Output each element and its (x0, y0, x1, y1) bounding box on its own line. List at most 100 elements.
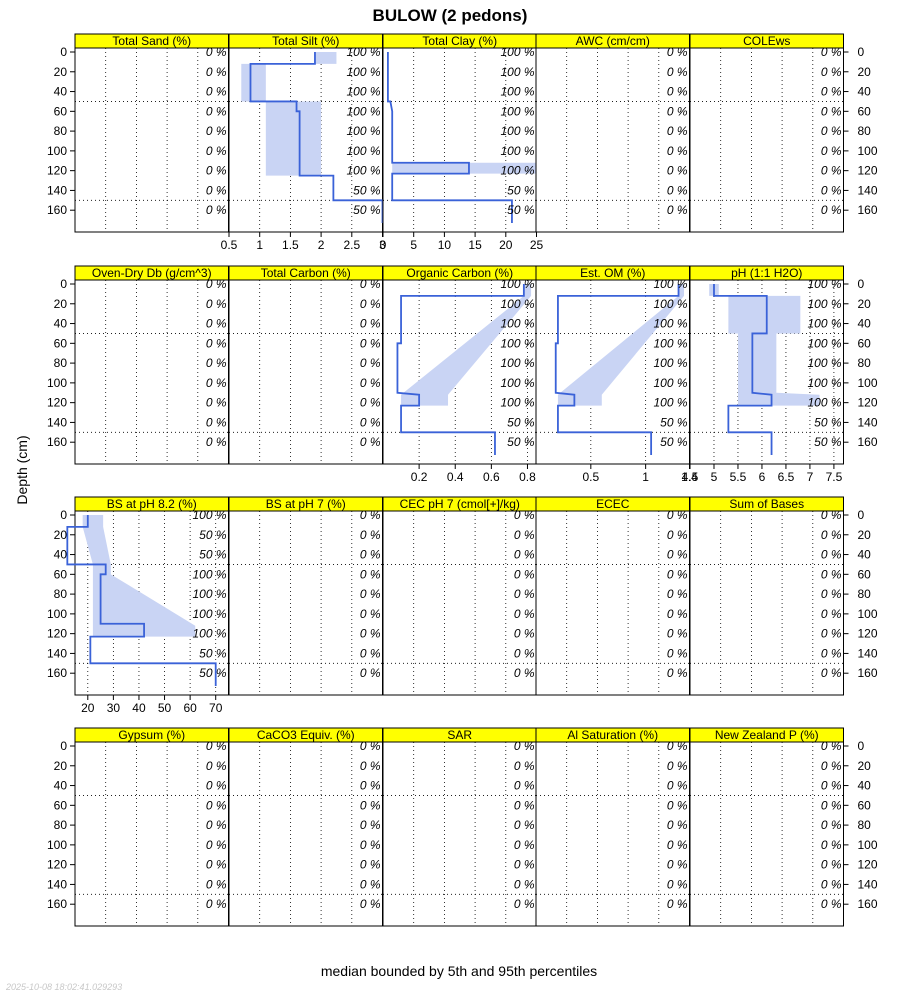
depth-tick-label: 20 (54, 65, 68, 79)
panel-label: pH (1:1 H2O) (731, 266, 802, 280)
x-tick-label: 6.5 (778, 470, 795, 484)
contributing-percent-label: 100 % (653, 356, 687, 370)
x-tick-label: 0.5 (582, 470, 599, 484)
depth-tick-label: 100 (47, 607, 67, 621)
panel: Total Sand (%) 0 % 0 % 0 % 0 % 0 % 0 % 0 % 0 % 0 … (47, 33, 229, 233)
panel-label: BS at pH 7 (%) (266, 497, 346, 511)
contributing-percent-label: 0 % (360, 877, 381, 891)
contributing-percent-label: 0 % (821, 65, 842, 79)
depth-tick-label: 140 (858, 877, 878, 891)
depth-tick-label: 120 (47, 858, 67, 872)
contributing-percent-label: 0 % (667, 164, 688, 178)
contributing-percent-label: 0 % (360, 356, 381, 370)
depth-tick-label: 160 (858, 435, 878, 449)
percentile-band (557, 284, 685, 406)
contributing-percent-label: 0 % (821, 164, 842, 178)
depth-tick-label: 60 (858, 567, 872, 581)
x-tick-label: 5 (711, 470, 718, 484)
contributing-percent-label: 0 % (360, 587, 381, 601)
panel-frame (535, 741, 690, 927)
contributing-percent-label: 0 % (667, 646, 688, 660)
panel-frame (382, 510, 537, 696)
depth-tick-label: 60 (858, 336, 872, 350)
median-line (249, 52, 384, 224)
contributing-percent-label: 0 % (206, 759, 227, 773)
contributing-percent-label: 0 % (360, 646, 381, 660)
contributing-percent-label: 0 % (206, 336, 227, 350)
contributing-percent-label: 0 % (514, 607, 535, 621)
depth-tick-label: 60 (858, 104, 872, 118)
contributing-percent-label: 0 % (514, 646, 535, 660)
depth-tick-label: 80 (54, 356, 68, 370)
contributing-percent-label: 100 % (653, 396, 687, 410)
panel: Total Carbon (%) 0 % 0 % 0 % 0 % 0 % 0 % 0 % 0 %… (228, 265, 383, 465)
contributing-percent-label: 0 % (206, 65, 227, 79)
contributing-percent-label: 0 % (360, 739, 381, 753)
panel: Total Silt (%) 100 % 100 % 100 % 100 % 100 % 1… (221, 33, 386, 252)
contributing-percent-label: 100 % (192, 567, 226, 581)
contributing-percent-label: 0 % (514, 877, 535, 891)
panel-frame (228, 279, 383, 465)
contributing-percent-label: 100 % (192, 627, 226, 641)
percentile-band (401, 284, 532, 406)
panel: AWC (cm/cm) 0 % 0 % 0 % 0 % 0 % 0 % 0 % 0 % 0 % (535, 33, 690, 233)
panel-frame (74, 741, 229, 927)
contributing-percent-label: 0 % (821, 818, 842, 832)
percentile-band (392, 162, 537, 174)
contributing-percent-label: 100 % (500, 277, 534, 291)
contributing-percent-label: 50 % (199, 666, 227, 680)
panel: pH (1:1 H2O) 100 % 100 % 100 % 100 % 100 % 100… (682, 265, 878, 484)
x-tick-label: 20 (81, 701, 95, 715)
depth-tick-label: 40 (54, 779, 68, 793)
contributing-percent-label: 0 % (821, 627, 842, 641)
contributing-percent-label: 0 % (821, 85, 842, 99)
x-tick-label: 0.6 (483, 470, 500, 484)
percentile-band (709, 284, 820, 406)
x-tick-label: 0.5 (221, 238, 238, 252)
panel-label: SAR (447, 728, 472, 742)
depth-tick-label: 20 (858, 759, 872, 773)
contributing-percent-label: 0 % (667, 508, 688, 522)
contributing-percent-label: 0 % (821, 798, 842, 812)
contributing-percent-label: 100 % (653, 376, 687, 390)
contributing-percent-label: 0 % (821, 739, 842, 753)
contributing-percent-label: 100 % (500, 317, 534, 331)
depth-tick-label: 0 (60, 45, 67, 59)
contributing-percent-label: 0 % (206, 818, 227, 832)
contributing-percent-label: 0 % (206, 858, 227, 872)
contributing-percent-label: 0 % (360, 759, 381, 773)
panel: Est. OM (%) 100 % 100 % 100 % 100 % 100 % 100 … (535, 265, 698, 484)
panel-frame (228, 741, 383, 927)
depth-tick-label: 60 (858, 798, 872, 812)
contributing-percent-label: 50 % (507, 203, 535, 217)
contributing-percent-label: 0 % (514, 858, 535, 872)
contributing-percent-label: 0 % (667, 798, 688, 812)
contributing-percent-label: 100 % (500, 104, 534, 118)
x-tick-label: 0.4 (447, 470, 464, 484)
contributing-percent-label: 0 % (514, 587, 535, 601)
contributing-percent-label: 0 % (514, 779, 535, 793)
x-tick-label: 60 (183, 701, 197, 715)
panel-frame (535, 510, 690, 696)
contributing-percent-label: 100 % (346, 104, 380, 118)
median-line (387, 52, 513, 224)
depth-tick-label: 80 (54, 818, 68, 832)
contributing-percent-label: 100 % (653, 336, 687, 350)
contributing-percent-label: 100 % (500, 45, 534, 59)
x-tick-label: 3 (379, 238, 386, 252)
contributing-percent-label: 0 % (206, 356, 227, 370)
contributing-percent-label: 0 % (514, 897, 535, 911)
contributing-percent-label: 0 % (206, 277, 227, 291)
panel: CaCO3 Equiv. (%) 0 % 0 % 0 % 0 % 0 % 0 % 0 % 0 %… (228, 727, 383, 927)
contributing-percent-label: 0 % (514, 548, 535, 562)
x-tick-label: 50 (158, 701, 172, 715)
x-tick-label: 5 (410, 238, 417, 252)
contributing-percent-label: 0 % (360, 798, 381, 812)
depth-tick-label: 60 (54, 798, 68, 812)
depth-tick-label: 100 (47, 838, 67, 852)
contributing-percent-label: 0 % (821, 548, 842, 562)
x-tick-label: 1 (256, 238, 263, 252)
depth-tick-label: 0 (858, 45, 865, 59)
contributing-percent-label: 0 % (360, 897, 381, 911)
panel-label: Al Saturation (%) (567, 728, 658, 742)
